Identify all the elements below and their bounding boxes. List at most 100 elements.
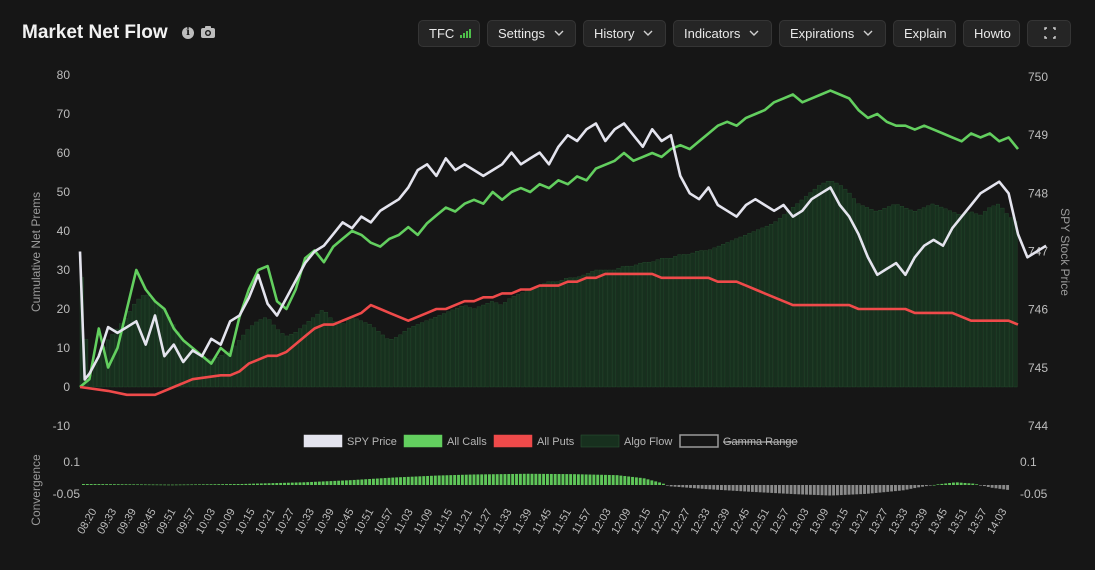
legend-item-gamma[interactable]: Gamma Range [679, 434, 798, 448]
algo-flow-bar [311, 317, 315, 388]
indicators-label: Indicators [684, 26, 741, 41]
convergence-bar [720, 485, 723, 491]
convergence-bar [460, 474, 464, 485]
algo-flow-bar [345, 319, 350, 388]
settings-button[interactable]: Settings [487, 20, 576, 47]
info-icon[interactable]: i [182, 27, 194, 39]
convergence-bar [321, 481, 325, 485]
fullscreen-icon [1044, 27, 1056, 39]
convergence-bar [631, 476, 634, 485]
algo-flow-bar [1009, 217, 1014, 388]
convergence-bar [329, 481, 333, 485]
algo-flow-bar [537, 285, 542, 388]
algo-flow-bar [677, 254, 682, 388]
convergence-bar [955, 482, 959, 485]
convergence-bar [430, 475, 433, 485]
convergence-bar [604, 474, 607, 485]
legend-item-algo[interactable]: Algo Flow [580, 434, 672, 448]
convergence-bar [847, 485, 851, 495]
convergence-bar [136, 484, 140, 486]
convergence-bar [85, 484, 89, 485]
convergence-bar [894, 485, 897, 492]
convergence-bar [457, 474, 460, 485]
y-tick-left: 30 [57, 263, 71, 277]
algo-flow-bar [804, 196, 808, 388]
algo-flow-bar [241, 334, 246, 388]
legend-item-calls[interactable]: All Calls [403, 434, 487, 448]
algo-flow-bar [965, 212, 970, 388]
algo-flow-bar [629, 265, 634, 388]
convergence-bar [654, 481, 658, 485]
algo-flow-bar [886, 206, 891, 388]
convergence-bar [557, 474, 561, 485]
page-title: Market Net Flow [22, 22, 168, 43]
legend-swatch [493, 434, 533, 448]
x-tick: 11:09 [412, 507, 436, 536]
convergence-bar [468, 474, 472, 485]
legend-item-spy[interactable]: SPY Price [303, 434, 397, 448]
algo-flow-bar [441, 313, 446, 388]
convergence-bar [750, 485, 754, 492]
camera-icon[interactable] [200, 25, 216, 39]
convergence-bar [596, 474, 600, 485]
convergence-bar [735, 485, 739, 491]
convergence-bar [642, 478, 646, 485]
algo-flow-bar [542, 283, 547, 388]
algo-flow-bar [1000, 207, 1005, 388]
fullscreen-button[interactable] [1027, 20, 1071, 47]
howto-button[interactable]: Howto [963, 20, 1020, 47]
convergence-tick-left: 0.1 [63, 455, 80, 469]
convergence-bar [576, 474, 580, 485]
algo-flow-bar [249, 325, 254, 388]
convergence-bar [650, 480, 654, 485]
convergence-bar [592, 474, 596, 485]
convergence-bar [256, 483, 259, 485]
explain-label: Explain [904, 26, 947, 41]
algo-flow-bar [786, 210, 791, 388]
convergence-bar [391, 477, 395, 485]
algo-flow-bar [328, 317, 333, 388]
algo-flow-bar [489, 301, 494, 388]
convergence-bar [789, 485, 793, 494]
algo-flow-bar [734, 238, 739, 388]
algo-flow-bar [847, 192, 852, 388]
convergence-bar [201, 484, 205, 485]
convergence-bar [387, 477, 391, 485]
algo-flow-bar [446, 311, 451, 388]
convergence-bar [445, 475, 449, 485]
algo-flow-bar [987, 207, 992, 388]
algo-flow-bar [821, 182, 826, 388]
convergence-bar [754, 485, 758, 493]
algo-flow-bar [407, 327, 411, 388]
convergence-bar [824, 485, 828, 496]
convergence-bar [936, 484, 940, 485]
convergence-bar [874, 485, 878, 493]
algo-flow-bar [725, 242, 730, 388]
convergence-bar [368, 479, 372, 485]
algo-flow-bar [756, 229, 760, 388]
convergence-bar [638, 477, 642, 485]
legend-item-puts[interactable]: All Puts [493, 434, 575, 448]
convergence-bar [696, 485, 700, 489]
convergence-bar [743, 485, 747, 492]
expirations-button[interactable]: Expirations [779, 20, 886, 47]
convergence-bar [279, 482, 283, 485]
convergence-bar [298, 482, 302, 485]
convergence-bar [882, 485, 886, 493]
y-tick-left: 70 [57, 107, 71, 121]
algo-flow-bar [873, 210, 878, 388]
explain-button[interactable]: Explain [893, 20, 956, 47]
tfc-button[interactable]: TFC [418, 20, 480, 47]
algo-flow-bar [594, 269, 599, 388]
y-tick-left: 40 [57, 224, 71, 238]
history-button[interactable]: History [583, 20, 666, 47]
convergence-bar [522, 473, 526, 485]
convergence-bar [998, 485, 1002, 489]
convergence-bar [503, 474, 507, 485]
indicators-button[interactable]: Indicators [673, 20, 772, 47]
algo-flow-bar [468, 307, 473, 388]
convergence-axis-label: Convergence [29, 454, 43, 526]
convergence-bar [89, 484, 93, 485]
algo-flow-bar [324, 312, 329, 388]
algo-flow-bar [764, 225, 769, 388]
